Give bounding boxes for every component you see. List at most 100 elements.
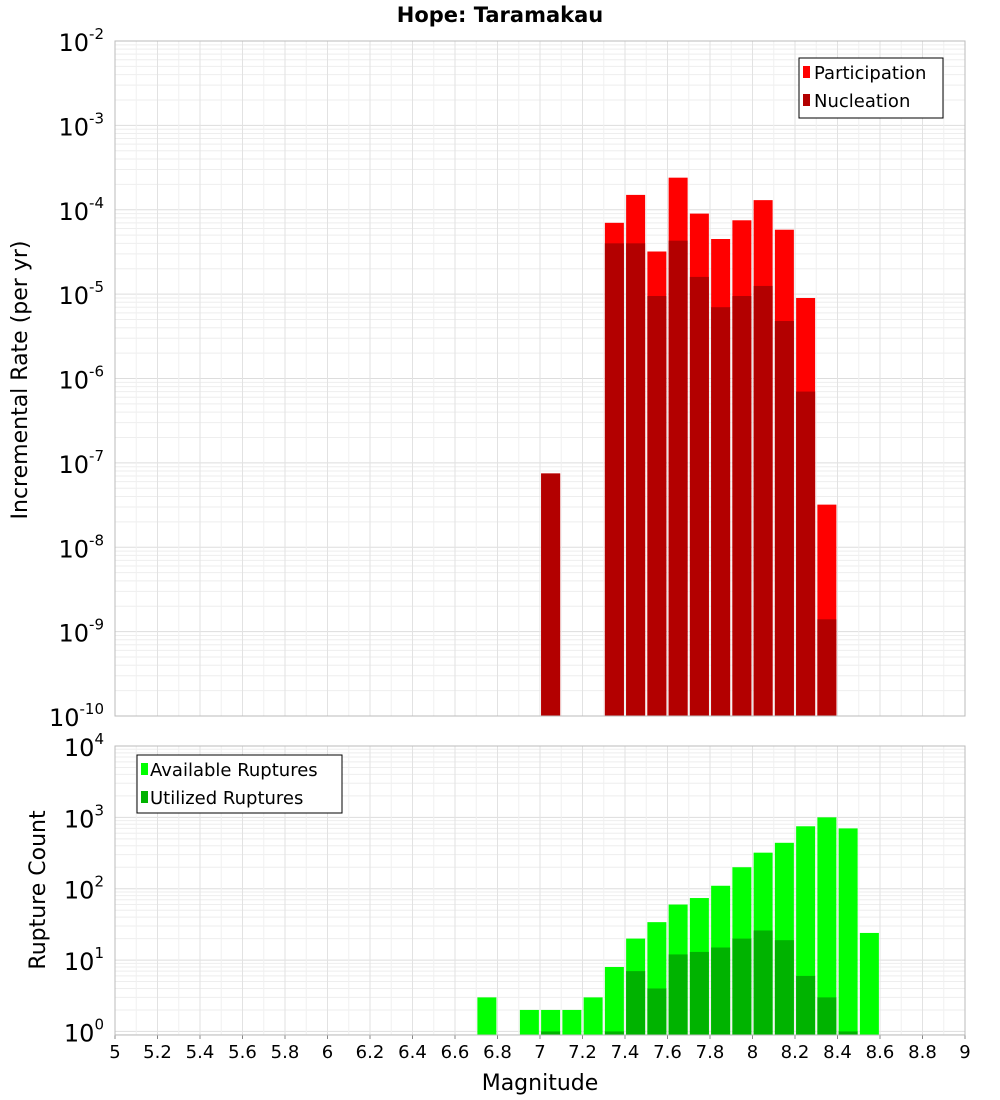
y-tick-base: 10 [58, 282, 89, 310]
bar-utilized-ruptures [711, 947, 731, 1035]
bar-nucleation [796, 391, 816, 716]
y-tick-base: 10 [58, 620, 89, 648]
y-tick-exponent: -4 [89, 194, 104, 212]
rate-y-axis-label: Incremental Rate (per yr) [8, 241, 33, 520]
bar-nucleation [647, 296, 667, 716]
bar-utilized-ruptures [689, 951, 709, 1035]
y-tick-exponent: -6 [89, 363, 104, 381]
y-tick-label: 104 [64, 730, 104, 762]
y-tick-base: 10 [64, 948, 95, 976]
bar-nucleation [711, 307, 731, 716]
bar-available-ruptures [604, 966, 624, 1035]
x-tick-label: 6.4 [398, 1042, 427, 1063]
bar-nucleation [626, 243, 646, 717]
magnitude-x-tick-labels: 5 5.2 5.4 5.6 5.8 6 6.2 6.4 6.6 6.8 7 7.2 7.4 7.6 7.8 8… [109, 1035, 971, 1063]
y-tick-exponent: 2 [94, 873, 104, 891]
y-tick-label: 10-2 [58, 25, 104, 57]
x-tick-label: 6.6 [441, 1042, 470, 1063]
legend-available-swatch [141, 763, 148, 775]
x-tick-label: 6.8 [483, 1042, 512, 1063]
count-y-axis-label: Rupture Count [26, 810, 51, 970]
bar-utilized-ruptures [796, 975, 816, 1035]
y-tick-exponent: -10 [80, 700, 105, 718]
rate-legend-box [798, 57, 944, 119]
bar-available-ruptures [519, 1009, 539, 1035]
y-tick-exponent: 0 [94, 1015, 104, 1033]
y-tick-exponent: -9 [89, 616, 104, 634]
y-tick-base: 10 [49, 704, 80, 732]
y-tick-base: 10 [64, 877, 95, 905]
bar-utilized-ruptures [541, 1031, 561, 1035]
plot-border [114, 40, 966, 717]
bar-available-ruptures [583, 997, 603, 1035]
x-tick-label: 7.6 [653, 1042, 682, 1063]
x-tick-label: 6.2 [356, 1042, 385, 1063]
y-tick-exponent: -5 [89, 278, 104, 296]
x-tick-label: 8.6 [866, 1042, 895, 1063]
x-tick-label: 9 [959, 1042, 970, 1063]
legend-participation-swatch [803, 66, 810, 78]
bar-nucleation [817, 619, 837, 716]
bar-utilized-ruptures [732, 938, 752, 1035]
plot-border [114, 745, 966, 1036]
x-tick-label: 5 [109, 1042, 120, 1063]
legend-nucleation-label: Nucleation [814, 91, 910, 112]
bar-nucleation [668, 240, 688, 717]
legend-utilized-label: Utilized Ruptures [150, 788, 303, 809]
rate-gridlines [114, 41, 966, 717]
x-tick-label: 8.8 [908, 1042, 937, 1063]
y-tick-base: 10 [58, 535, 89, 563]
bar-available-ruptures [859, 932, 879, 1035]
legend-utilized-swatch [141, 791, 148, 803]
rate-bars [541, 177, 837, 717]
bar-available-ruptures [477, 997, 497, 1035]
y-tick-label: 100 [64, 1015, 104, 1047]
y-tick-label: 103 [64, 801, 104, 833]
x-tick-label: 7.8 [696, 1042, 725, 1063]
count-legend-box [136, 754, 343, 814]
y-tick-base: 10 [64, 805, 95, 833]
y-tick-label: 10-7 [58, 447, 104, 479]
y-tick-exponent: -2 [89, 25, 104, 43]
y-tick-label: 101 [64, 944, 104, 976]
y-tick-base: 10 [58, 367, 89, 395]
bar-utilized-ruptures [817, 997, 837, 1035]
bar-available-ruptures [562, 1009, 582, 1035]
bar-nucleation [753, 285, 773, 716]
bar-nucleation [732, 296, 752, 716]
legend-available-label: Available Ruptures [150, 760, 318, 781]
x-tick-label: 5.2 [143, 1042, 172, 1063]
y-tick-exponent: -7 [89, 447, 104, 465]
x-tick-label: 5.4 [186, 1042, 215, 1063]
x-tick-label: 5.6 [228, 1042, 257, 1063]
bar-nucleation [541, 473, 561, 716]
y-tick-exponent: 4 [94, 730, 104, 748]
x-tick-label: 7.2 [568, 1042, 597, 1063]
bar-available-ruptures [541, 1009, 561, 1035]
x-tick-label: 8.4 [823, 1042, 852, 1063]
y-tick-base: 10 [58, 451, 89, 479]
y-tick-label: 10-6 [58, 363, 104, 395]
bar-utilized-ruptures [838, 1031, 858, 1035]
chart-title: Hope: Taramakau [397, 3, 603, 27]
y-tick-exponent: -8 [89, 531, 104, 549]
y-tick-base: 10 [58, 198, 89, 226]
y-tick-label: 10-4 [58, 194, 104, 226]
x-tick-label: 8 [747, 1042, 758, 1063]
count-legend: Available Ruptures Utilized Ruptures [136, 754, 343, 814]
bar-utilized-ruptures [626, 971, 646, 1035]
y-tick-exponent: 3 [94, 801, 104, 819]
y-tick-base: 10 [58, 29, 89, 57]
y-tick-label: 10-3 [58, 109, 104, 141]
y-tick-label: 10-10 [49, 700, 104, 732]
x-tick-label: 8.2 [781, 1042, 810, 1063]
legend-nucleation-swatch [803, 94, 810, 106]
rate-legend: Participation Nucleation [798, 57, 944, 119]
x-axis-label: Magnitude [482, 1071, 599, 1096]
bar-available-ruptures [838, 828, 858, 1035]
bar-utilized-ruptures [668, 954, 688, 1035]
x-tick-label: 7 [534, 1042, 545, 1063]
y-tick-base: 10 [64, 734, 95, 762]
